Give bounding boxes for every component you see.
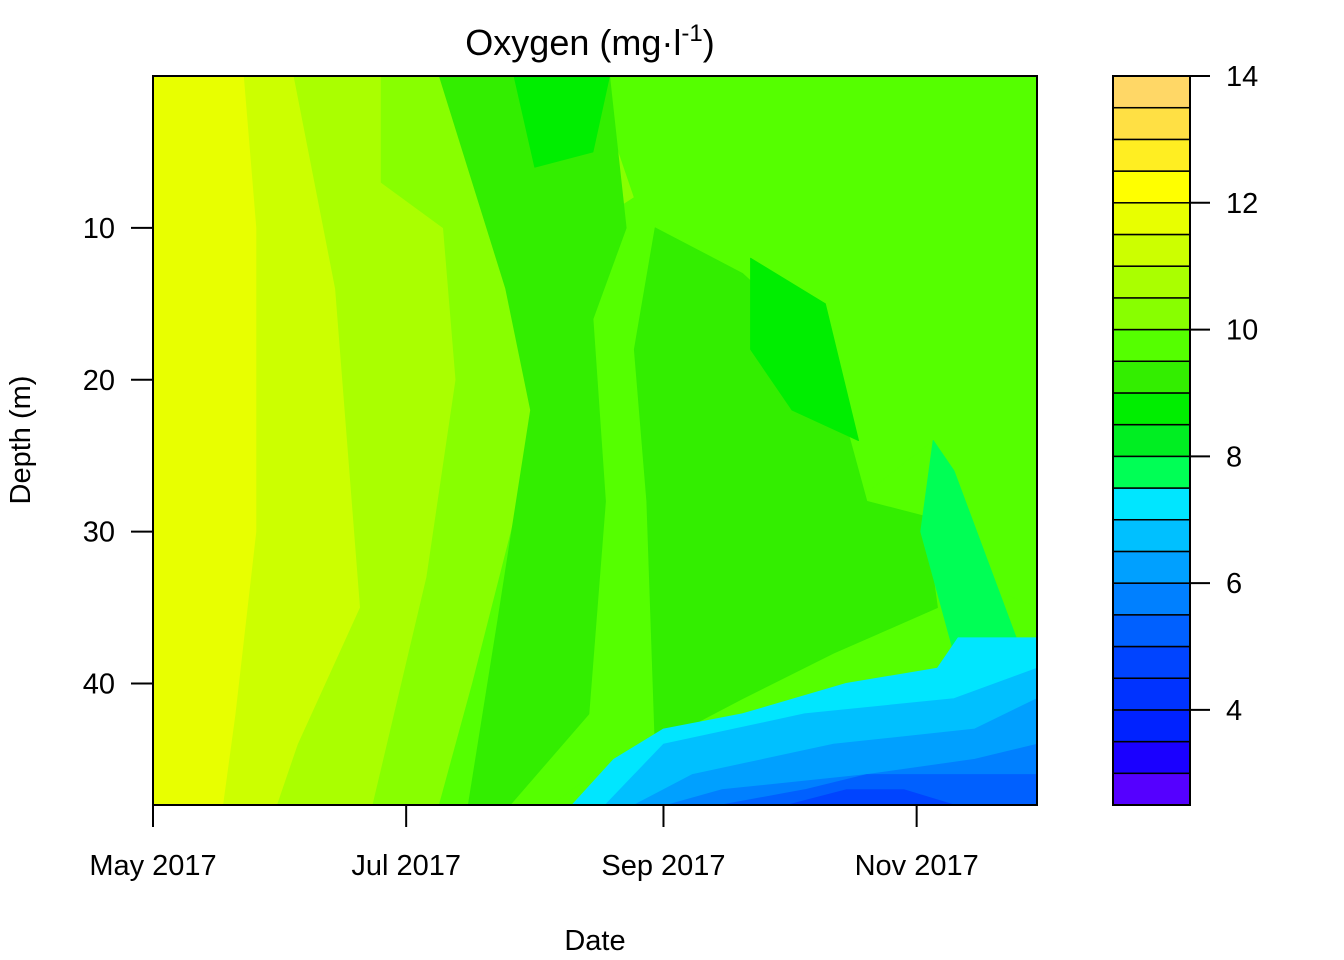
colorbar-swatch <box>1112 709 1191 743</box>
colorbar-swatch <box>1112 645 1191 679</box>
colorbar-swatch <box>1112 518 1191 553</box>
x-axis: May 2017 Jul 2017 Sep 2017 Nov 2017 <box>89 804 979 882</box>
colorbar-tick-label: 14 <box>1226 61 1258 93</box>
colorbar-swatch <box>1112 582 1191 616</box>
colorbar-tick-label: 12 <box>1226 188 1258 220</box>
colorbar-swatch <box>1112 360 1191 394</box>
colorbar-swatch <box>1112 328 1191 363</box>
colorbar-swatch <box>1112 487 1191 521</box>
x-tick-label: Nov 2017 <box>855 850 979 882</box>
contour-region-15 <box>787 789 955 805</box>
colorbar-swatch <box>1112 455 1191 489</box>
colorbar-tick-label: 10 <box>1226 315 1258 347</box>
chart-title-main: Oxygen (mg·l <box>465 22 681 63</box>
x-tick-label: May 2017 <box>89 850 216 882</box>
colorbar-swatch <box>1112 550 1191 584</box>
y-tick-label: 10 <box>83 213 115 245</box>
colorbar-swatch <box>1112 423 1191 458</box>
colorbar-swatch <box>1112 75 1191 109</box>
colorbar-swatch <box>1112 772 1191 806</box>
colorbar-swatch <box>1112 677 1191 711</box>
y-tick-label: 30 <box>83 517 115 549</box>
chart-title-close: ) <box>703 22 715 63</box>
x-tick-label: Jul 2017 <box>351 850 461 882</box>
plot-area <box>153 76 1037 805</box>
colorbar-tick-label: 4 <box>1226 695 1242 727</box>
colorbar-swatch <box>1112 614 1191 648</box>
colorbar-swatch <box>1112 265 1191 299</box>
colorbar-swatch <box>1112 106 1191 141</box>
colorbar-tick-label: 8 <box>1226 441 1242 473</box>
colorbar-swatch <box>1112 138 1191 172</box>
contour-region-5 <box>438 76 627 805</box>
contour-region-7 <box>513 76 610 168</box>
contour-region-8 <box>750 257 859 441</box>
chart-title: Oxygen (mg·l-1) <box>465 20 714 63</box>
colorbar-swatch <box>1112 392 1191 426</box>
y-tick-label: 40 <box>83 669 115 701</box>
y-tick-label: 20 <box>83 365 115 397</box>
y-axis: 10 20 30 40 <box>83 213 154 701</box>
y-axis-label: Depth (m) <box>5 376 37 505</box>
colorbar-tick-label: 6 <box>1226 568 1242 600</box>
colorbar-legend: 4 6 8 10 12 14 <box>1112 61 1258 806</box>
x-tick-label: Sep 2017 <box>601 850 725 882</box>
colorbar-swatch <box>1112 740 1191 775</box>
x-axis-label: Date <box>564 925 625 957</box>
colorbar-swatch <box>1112 233 1191 267</box>
colorbar-swatch <box>1112 170 1191 204</box>
chart-title-superscript: -1 <box>681 20 702 47</box>
colorbar-swatch <box>1112 202 1191 236</box>
colorbar-swatch <box>1112 297 1191 331</box>
